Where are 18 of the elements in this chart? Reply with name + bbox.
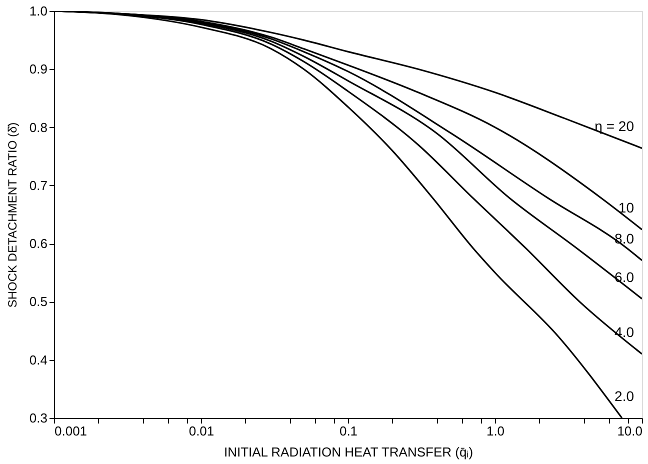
y-tick-label: 0.3 [29, 410, 48, 426]
x-tick-label: 0.001 [54, 424, 88, 438]
x-axis-title: INITIAL RADIATION HEAT TRANSFER (q̄ᵢ) [224, 444, 474, 460]
y-tick-label: 0.6 [29, 236, 48, 252]
y-tick-label: 1.0 [29, 4, 48, 18]
y-tick-label: 0.7 [29, 178, 48, 193]
y-tick-label: 0.9 [29, 62, 48, 77]
series-label: 2.0 [614, 388, 634, 404]
x-tick-label: 0.1 [339, 424, 358, 438]
y-axis-title: SHOCK DETACHMENT RATIO (δ̄) [5, 122, 20, 308]
series-label: 10 [618, 200, 634, 216]
y-tick-label: 0.5 [29, 294, 48, 310]
x-tick-label: 0.01 [188, 424, 214, 438]
series-label: 8.0 [614, 230, 634, 246]
y-tick-label: 0.4 [29, 352, 48, 368]
y-tick-label: 0.8 [29, 120, 48, 135]
x-tick-label: 10.0 [617, 424, 642, 438]
x-tick-label: 1.0 [486, 424, 505, 438]
